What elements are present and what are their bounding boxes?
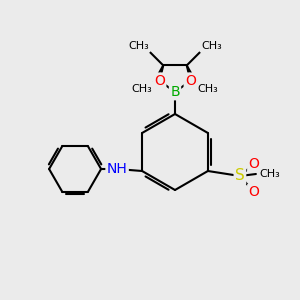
Text: CH₃: CH₃ — [198, 84, 218, 94]
Text: CH₃: CH₃ — [128, 41, 148, 51]
Text: NH: NH — [107, 162, 128, 176]
Text: O: O — [248, 157, 259, 171]
Text: CH₃: CH₃ — [259, 169, 280, 179]
Text: CH₃: CH₃ — [131, 84, 152, 94]
Text: O: O — [154, 74, 165, 88]
Text: CH₃: CH₃ — [201, 41, 222, 51]
Text: S: S — [235, 169, 245, 184]
Text: O: O — [185, 74, 196, 88]
Text: O: O — [248, 185, 259, 199]
Text: B: B — [170, 85, 180, 99]
